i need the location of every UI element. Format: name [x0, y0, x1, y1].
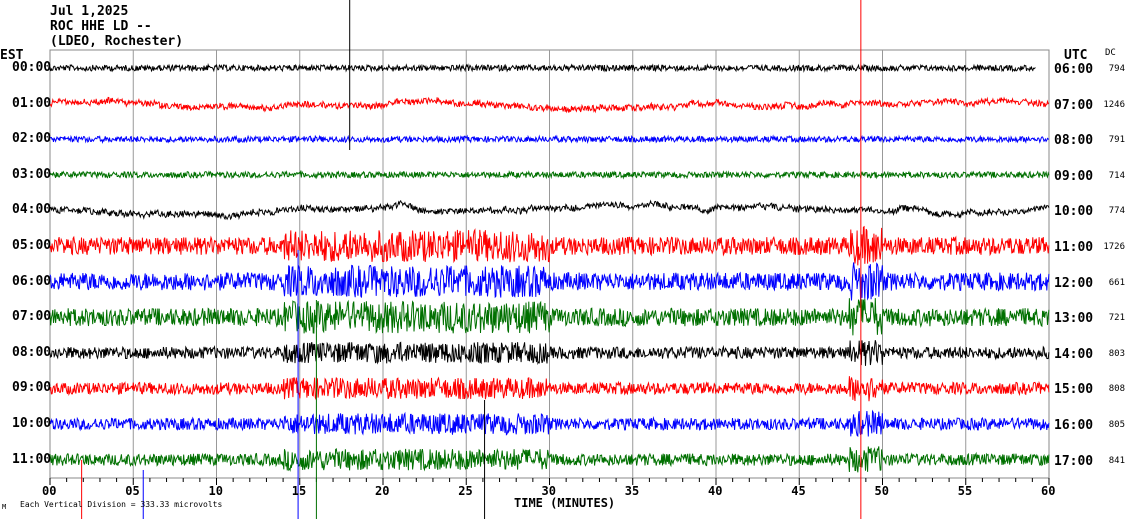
est-hour-label: 10:00 — [12, 416, 52, 431]
x-tick-label: 50 — [874, 484, 889, 498]
dc-offset-value: 791 — [1108, 135, 1125, 146]
est-hour-label: 07:00 — [12, 309, 52, 325]
utc-hour-label: 06:00 — [1054, 62, 1094, 77]
dc-offset-value: 1726 — [1103, 242, 1125, 252]
dc-offset-value: 808 — [1108, 384, 1125, 395]
est-hour-label: 08:00 — [12, 344, 52, 360]
x-tick-label: 25 — [458, 484, 473, 498]
est-hour-label: 02:00 — [12, 131, 52, 147]
x-tick-label: 15 — [291, 484, 307, 498]
trace-row-0100 — [49, 96, 1049, 114]
trace-row-0500 — [49, 225, 1050, 266]
dc-offset-value: 1246 — [1103, 99, 1125, 110]
est-hour-label: 11:00 — [12, 451, 52, 467]
utc-hour-label: 17:00 — [1054, 453, 1094, 469]
utc-hour-label: 10:00 — [1054, 204, 1094, 220]
utc-hour-label: 14:00 — [1054, 346, 1094, 362]
utc-title: UTC — [1064, 48, 1088, 63]
x-tick-label: 60 — [1041, 484, 1056, 498]
x-tick-label: 35 — [624, 484, 640, 498]
network-label: (LDEO, Rochester) — [50, 34, 184, 49]
trace-row-0200 — [49, 134, 1049, 145]
x-tick-label: 10 — [208, 484, 223, 498]
date-label: Jul 1,2025 — [50, 4, 129, 19]
est-hour-label: 01:00 — [12, 95, 52, 111]
utc-hour-label: 11:00 — [1054, 240, 1094, 255]
est-hour-label: 06:00 — [12, 273, 52, 289]
trace-row-0600 — [49, 262, 1050, 301]
dc-offset-value: 721 — [1108, 313, 1125, 324]
x-tick-label: 05 — [125, 484, 140, 498]
x-tick-label: 45 — [791, 484, 806, 498]
est-hour-label: 04:00 — [12, 202, 52, 218]
logo-mark: M — [2, 503, 7, 511]
dc-offset-value: 794 — [1108, 64, 1125, 74]
dc-offset-value: 714 — [1108, 170, 1125, 181]
dc-offset-value: 841 — [1108, 455, 1125, 466]
x-tick-label: 40 — [708, 484, 723, 498]
trace-row-0400 — [49, 199, 1050, 221]
dc-offset-value: 774 — [1108, 206, 1125, 217]
station-label: ROC HHE LD -- — [50, 19, 152, 34]
dc-offset-value: 661 — [1108, 277, 1125, 288]
x-axis-label: TIME (MINUTES) — [514, 496, 616, 510]
est-title: EST — [0, 48, 24, 63]
trace-row-0300 — [49, 169, 1050, 180]
x-tick-label: 30 — [541, 484, 556, 498]
utc-hour-label: 09:00 — [1054, 168, 1094, 184]
trace-row-0000 — [49, 63, 1036, 73]
trace-row-0800 — [49, 340, 1050, 366]
est-hour-label: 03:00 — [12, 166, 52, 182]
utc-hour-label: 08:00 — [1054, 133, 1094, 149]
scale-note: Each Vertical Division = 333.33 microvol… — [20, 500, 223, 509]
utc-hour-label: 07:00 — [1054, 97, 1094, 113]
x-tick-label: 20 — [375, 484, 390, 498]
est-hour-label: 00:00 — [12, 60, 52, 75]
trace-row-0700 — [49, 298, 1050, 336]
dc-title: DC — [1105, 48, 1116, 58]
dc-offset-value: 805 — [1108, 420, 1125, 430]
trace-row-1100 — [49, 446, 1050, 473]
trace-row-0900 — [49, 376, 1050, 402]
x-tick-label: 55 — [957, 484, 973, 498]
utc-hour-label: 16:00 — [1054, 418, 1094, 433]
utc-hour-label: 12:00 — [1054, 275, 1094, 291]
est-hour-label: 09:00 — [12, 380, 52, 396]
dc-offset-value: 803 — [1108, 348, 1125, 359]
est-hour-label: 05:00 — [12, 238, 52, 253]
utc-hour-label: 15:00 — [1054, 382, 1094, 398]
trace-row-1000 — [49, 409, 1050, 438]
x-tick-label: 00 — [42, 484, 57, 498]
utc-hour-label: 13:00 — [1054, 311, 1094, 327]
